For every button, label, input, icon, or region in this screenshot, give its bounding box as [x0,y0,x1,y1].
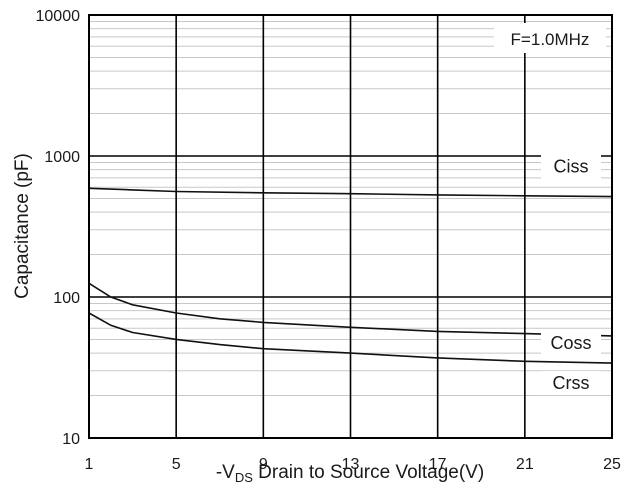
x-tick-label: 25 [603,456,621,473]
x-tick-label: 5 [172,456,181,473]
frequency-annotation: F=1.0MHz [511,30,590,49]
series-line-crss [88,312,613,364]
x-axis-title-suffix: Drain to Source Voltage(V) [253,462,484,483]
series-labels: Ciss Coss Crss [541,154,601,396]
y-tick-label: 1000 [44,149,80,166]
x-axis-title-subscript: DS [235,470,253,485]
y-tick-labels: 10 100 1000 10000 [36,8,81,448]
y-tick-label: 10 [62,431,80,448]
series-label-background [541,154,601,179]
annotation-box [494,23,606,53]
series-line-coss [88,282,613,337]
series-label-coss: Coss [550,333,591,353]
series-line-ciss [88,187,613,198]
series-label-crss: Crss [553,373,590,393]
series-lines [88,187,613,364]
x-tick-label: 1 [85,456,94,473]
x-tick-label: 9 [259,456,268,473]
x-tick-label: 17 [429,456,447,473]
x-tick-labels: 1 5 9 13 17 21 25 [85,456,621,473]
x-tick-label: 21 [516,456,534,473]
series-label-background [541,330,601,355]
series-label-background [541,371,601,396]
y-tick-label: 100 [53,290,80,307]
x-axis-title-prefix: -V [216,462,235,483]
plot-frame [88,14,613,439]
y-tick-label: 10000 [36,8,81,25]
series-label-ciss: Ciss [554,157,589,177]
x-axis-title: -VDS Drain to Source Voltage(V) [216,462,484,485]
x-tick-label: 13 [342,456,360,473]
y-axis-title: Capacitance (pF) [12,153,33,299]
